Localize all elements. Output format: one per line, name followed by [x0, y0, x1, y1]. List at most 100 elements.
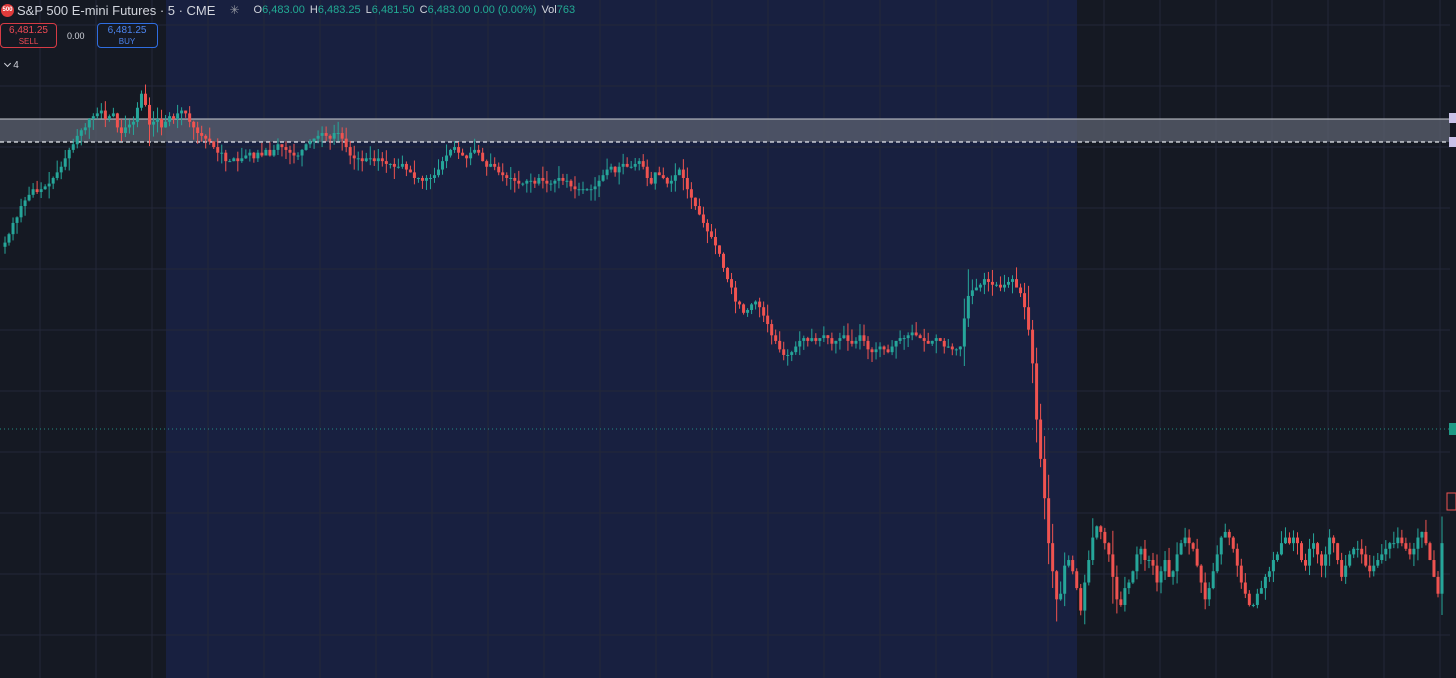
- candle-down[interactable]: [1099, 526, 1103, 532]
- candle-up[interactable]: [1091, 537, 1095, 561]
- candle-down[interactable]: [918, 335, 922, 339]
- candle-down[interactable]: [942, 340, 946, 347]
- candlestick-series[interactable]: [3, 84, 1444, 625]
- candle-down[interactable]: [541, 177, 545, 181]
- candle-up[interactable]: [798, 340, 802, 347]
- candle-up[interactable]: [445, 155, 449, 162]
- candle-up[interactable]: [47, 183, 51, 187]
- candle-down[interactable]: [1039, 419, 1043, 459]
- candle-down[interactable]: [850, 340, 854, 344]
- candle-up[interactable]: [1283, 537, 1287, 544]
- candle-down[interactable]: [328, 135, 332, 139]
- candle-up[interactable]: [300, 149, 304, 156]
- candle-up[interactable]: [356, 158, 360, 160]
- candle-down[interactable]: [485, 161, 489, 167]
- candle-up[interactable]: [1123, 588, 1127, 605]
- candle-up[interactable]: [750, 304, 754, 311]
- candle-down[interactable]: [481, 152, 485, 162]
- candle-down[interactable]: [1071, 560, 1075, 572]
- candle-down[interactable]: [236, 158, 240, 162]
- candle-up[interactable]: [1207, 588, 1211, 600]
- candle-up[interactable]: [1412, 548, 1416, 555]
- candle-up[interactable]: [296, 155, 300, 157]
- candle-up[interactable]: [473, 149, 477, 153]
- candle-up[interactable]: [1396, 537, 1400, 544]
- candle-up[interactable]: [15, 217, 19, 223]
- candle-up[interactable]: [537, 177, 541, 184]
- candle-up[interactable]: [99, 110, 103, 114]
- candle-up[interactable]: [629, 166, 633, 168]
- candle-down[interactable]: [505, 175, 509, 178]
- candle-down[interactable]: [866, 340, 870, 350]
- candle-down[interactable]: [1340, 560, 1344, 577]
- candle-up[interactable]: [1006, 281, 1010, 285]
- candle-up[interactable]: [525, 180, 529, 184]
- candle-down[interactable]: [517, 180, 521, 184]
- candle-down[interactable]: [886, 349, 890, 353]
- candle-down[interactable]: [1300, 543, 1304, 561]
- candle-down[interactable]: [1404, 543, 1408, 549]
- candle-down[interactable]: [1332, 537, 1336, 544]
- candle-down[interactable]: [1019, 287, 1023, 294]
- candle-up[interactable]: [878, 346, 882, 350]
- candle-up[interactable]: [1219, 537, 1223, 555]
- candle-down[interactable]: [465, 155, 469, 159]
- candle-down[interactable]: [340, 133, 344, 139]
- candle-down[interactable]: [758, 301, 762, 308]
- candle-up[interactable]: [107, 116, 111, 119]
- candle-down[interactable]: [1231, 537, 1235, 549]
- candle-down[interactable]: [412, 172, 416, 178]
- candle-up[interactable]: [605, 169, 609, 176]
- candle-down[interactable]: [1316, 543, 1320, 555]
- candle-up[interactable]: [1002, 284, 1006, 288]
- candle-up[interactable]: [428, 177, 432, 179]
- candle-up[interactable]: [802, 338, 806, 341]
- candle-up[interactable]: [51, 177, 55, 184]
- candle-up[interactable]: [168, 116, 172, 122]
- candle-down[interactable]: [613, 166, 617, 173]
- candle-up[interactable]: [437, 169, 441, 176]
- candle-up[interactable]: [549, 183, 553, 185]
- candle-up[interactable]: [1223, 531, 1227, 538]
- candle-up[interactable]: [11, 222, 15, 235]
- candle-up[interactable]: [368, 158, 372, 160]
- candle-down[interactable]: [657, 172, 661, 176]
- candle-down[interactable]: [693, 197, 697, 207]
- candle-down[interactable]: [1079, 588, 1083, 611]
- candle-down[interactable]: [348, 147, 352, 156]
- candle-up[interactable]: [453, 147, 457, 150]
- candle-up[interactable]: [1175, 554, 1179, 572]
- candle-up[interactable]: [1171, 571, 1175, 577]
- candle-up[interactable]: [1324, 554, 1328, 566]
- candle-up[interactable]: [834, 340, 838, 344]
- candle-up[interactable]: [87, 118, 91, 128]
- candle-up[interactable]: [1416, 537, 1420, 549]
- candle-down[interactable]: [188, 113, 192, 122]
- candle-up[interactable]: [1067, 560, 1071, 566]
- candle-up[interactable]: [232, 158, 236, 162]
- candle-up[interactable]: [449, 149, 453, 156]
- candle-down[interactable]: [324, 133, 328, 136]
- candle-up[interactable]: [1083, 582, 1087, 611]
- candle-down[interactable]: [1364, 554, 1368, 566]
- candle-up[interactable]: [416, 177, 420, 179]
- candle-up[interactable]: [633, 163, 637, 167]
- candle-down[interactable]: [717, 245, 721, 254]
- candle-down[interactable]: [1151, 560, 1155, 566]
- candle-up[interactable]: [930, 340, 934, 344]
- candle-up[interactable]: [469, 152, 473, 159]
- candle-down[interactable]: [184, 110, 188, 114]
- candle-up[interactable]: [400, 163, 404, 167]
- candle-down[interactable]: [1195, 548, 1199, 566]
- candle-up[interactable]: [1392, 543, 1396, 545]
- candle-up[interactable]: [754, 301, 758, 305]
- candle-down[interactable]: [160, 118, 164, 128]
- candle-up[interactable]: [1291, 537, 1295, 544]
- candle-up[interactable]: [240, 158, 244, 162]
- candle-down[interactable]: [774, 335, 778, 341]
- candle-up[interactable]: [111, 113, 115, 117]
- candle-up[interactable]: [304, 144, 308, 150]
- candle-down[interactable]: [726, 267, 730, 280]
- candle-up[interactable]: [1328, 537, 1332, 555]
- candle-up[interactable]: [746, 310, 750, 313]
